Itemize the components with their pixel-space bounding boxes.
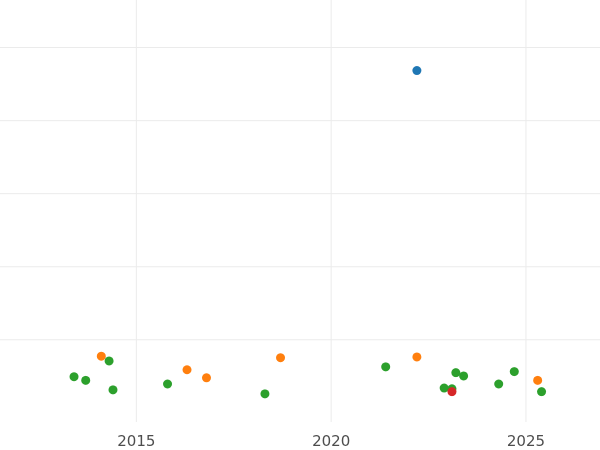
x-tick-labels: 2015 2020 2025 [117, 432, 545, 450]
data-point-green-2 [81, 375, 91, 385]
y-gridlines [0, 46, 600, 341]
data-point-green-10 [451, 368, 461, 378]
data-point-red-1 [447, 387, 457, 397]
data-points [69, 66, 547, 399]
x-gridlines [135, 0, 527, 422]
x-tick-label-2020: 2020 [312, 432, 350, 450]
data-point-green-11 [459, 371, 469, 381]
data-point-orange-2 [182, 365, 192, 375]
x-tick-label-2025: 2025 [507, 432, 545, 450]
data-point-green-13 [509, 367, 519, 377]
data-point-green-8 [439, 383, 449, 393]
data-point-green-4 [108, 385, 118, 395]
data-point-green-5 [163, 379, 173, 389]
data-point-orange-4 [276, 353, 286, 363]
data-point-green-12 [494, 379, 504, 389]
x-tick-label-2015: 2015 [117, 432, 155, 450]
data-point-green-3 [104, 356, 114, 366]
data-point-green-14 [537, 387, 547, 397]
data-point-orange-3 [201, 373, 211, 383]
data-point-green-6 [260, 389, 270, 399]
data-point-green-1 [69, 372, 79, 382]
data-point-orange-1 [96, 351, 106, 361]
data-point-blue-1 [412, 66, 422, 76]
data-point-orange-6 [533, 375, 543, 385]
data-point-orange-5 [412, 352, 422, 362]
data-point-green-7 [381, 362, 391, 372]
